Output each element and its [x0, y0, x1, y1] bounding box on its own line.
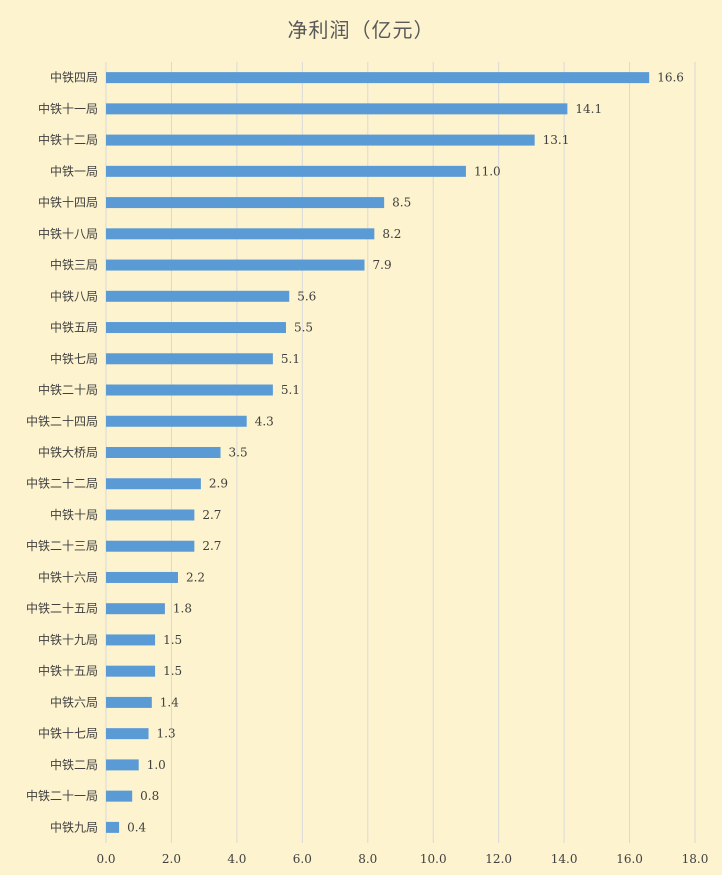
- bar: [106, 728, 149, 740]
- x-tick-label: 8.0: [358, 852, 377, 866]
- bar: [106, 353, 273, 365]
- bar: [106, 103, 568, 115]
- category-label: 中铁十四局: [38, 195, 98, 210]
- category-label: 中铁二十一局: [26, 788, 98, 803]
- data-label: 1.0: [147, 758, 166, 772]
- x-tick-label: 10.0: [420, 852, 447, 866]
- data-label: 8.2: [382, 227, 401, 241]
- bar: [106, 447, 221, 458]
- bar: [106, 72, 650, 84]
- category-label: 中铁十五局: [38, 663, 98, 678]
- bar: [106, 290, 290, 302]
- bar: [106, 415, 247, 427]
- x-tick-label: 12.0: [485, 852, 512, 866]
- category-label: 中铁十八局: [38, 226, 98, 241]
- category-label: 中铁五局: [50, 320, 98, 335]
- data-label: 7.9: [373, 258, 392, 272]
- bar: [106, 509, 195, 521]
- category-label: 中铁一局: [50, 163, 98, 178]
- bar: [106, 478, 201, 490]
- x-tick-label: 18.0: [682, 852, 709, 866]
- data-label: 2.9: [209, 477, 228, 491]
- category-label: 中铁十二局: [38, 132, 98, 147]
- bar: [106, 634, 156, 646]
- data-label: 1.4: [160, 695, 179, 709]
- bar: [106, 384, 273, 396]
- bar: [106, 540, 195, 552]
- data-label: 5.5: [294, 321, 313, 335]
- category-label: 中铁二十二局: [26, 476, 98, 491]
- category-label: 中铁大桥局: [38, 445, 98, 460]
- category-label: 中铁二十局: [38, 382, 98, 397]
- category-label: 中铁二局: [50, 757, 98, 772]
- data-label: 4.3: [255, 414, 274, 428]
- category-label: 中铁二十五局: [26, 601, 98, 616]
- data-label: 13.1: [543, 133, 570, 147]
- bar: [106, 821, 120, 833]
- x-tick-label: 14.0: [551, 852, 578, 866]
- category-label: 中铁二十三局: [26, 538, 98, 553]
- data-label: 5.1: [281, 383, 300, 397]
- data-label: 0.4: [127, 820, 146, 834]
- x-tick-label: 6.0: [293, 852, 312, 866]
- bar: [106, 603, 165, 615]
- data-label: 0.8: [140, 789, 159, 803]
- x-tick-label: 16.0: [616, 852, 643, 866]
- data-label: 2.2: [186, 570, 205, 584]
- bar: [106, 134, 535, 146]
- data-label: 5.6: [297, 289, 316, 303]
- category-label: 中铁八局: [50, 288, 98, 303]
- category-label: 中铁三局: [50, 257, 98, 272]
- data-label: 11.0: [474, 164, 501, 178]
- data-label: 3.5: [229, 446, 248, 460]
- bar: [106, 665, 156, 677]
- bar: [106, 165, 466, 177]
- data-label: 14.1: [575, 102, 602, 116]
- bar: [106, 197, 385, 209]
- category-label: 中铁九局: [50, 819, 98, 834]
- category-label: 中铁十七局: [38, 726, 98, 741]
- category-label: 中铁十一局: [38, 101, 98, 116]
- x-tick-label: 4.0: [227, 852, 246, 866]
- data-label: 1.5: [163, 633, 182, 647]
- data-label: 5.1: [281, 352, 300, 366]
- data-label: 2.7: [202, 539, 221, 553]
- chart-title: 净利润（亿元）: [287, 18, 435, 42]
- bar: [106, 259, 365, 271]
- category-label: 中铁四局: [50, 70, 98, 85]
- category-label: 中铁二十四局: [26, 413, 98, 428]
- bar: [106, 322, 286, 334]
- data-label: 2.7: [202, 508, 221, 522]
- data-label: 1.8: [173, 602, 192, 616]
- bar: [106, 790, 133, 802]
- data-label: 16.6: [657, 71, 684, 85]
- bar: [106, 696, 152, 708]
- bar: [106, 759, 139, 771]
- category-label: 中铁十九局: [38, 632, 98, 647]
- category-label: 中铁十六局: [38, 569, 98, 584]
- x-tick-label: 2.0: [162, 852, 181, 866]
- data-label: 1.3: [157, 727, 176, 741]
- bar: [106, 571, 178, 583]
- category-label: 中铁十局: [50, 507, 98, 522]
- category-label: 中铁七局: [50, 351, 98, 366]
- category-label: 中铁六局: [50, 694, 98, 709]
- data-label: 8.5: [392, 196, 411, 210]
- x-tick-label: 0.0: [96, 852, 115, 866]
- bar: [106, 228, 375, 240]
- data-label: 1.5: [163, 664, 182, 678]
